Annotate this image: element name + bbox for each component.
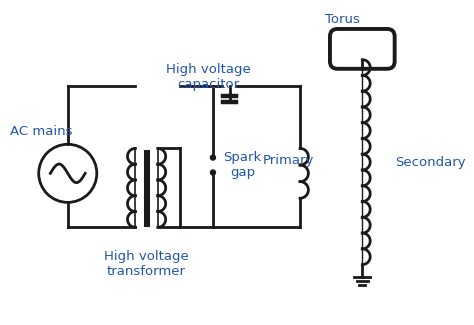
Text: High voltage
capacitor: High voltage capacitor xyxy=(166,63,251,91)
Circle shape xyxy=(210,170,216,175)
Circle shape xyxy=(210,155,216,160)
Text: Primary: Primary xyxy=(263,154,314,167)
Text: AC mains: AC mains xyxy=(9,125,72,138)
Text: Torus: Torus xyxy=(325,13,360,26)
Text: Secondary: Secondary xyxy=(395,156,466,169)
Text: High voltage
transformer: High voltage transformer xyxy=(104,250,189,278)
Text: Spark
gap: Spark gap xyxy=(223,151,262,179)
